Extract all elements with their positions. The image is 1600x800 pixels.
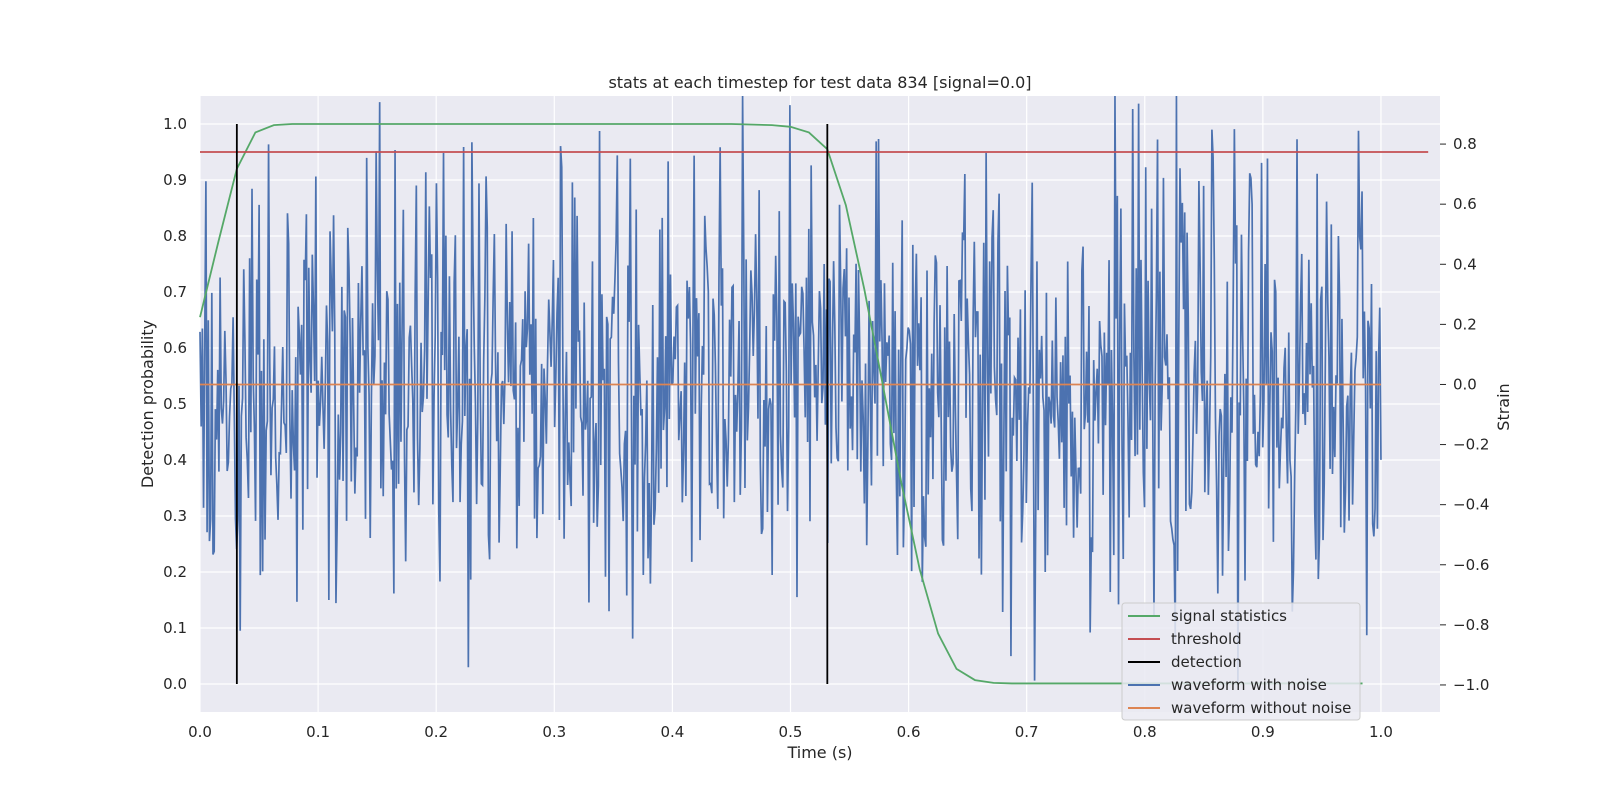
x-tick-label-10: 1.0 xyxy=(1369,723,1393,741)
series-waveform-with-noise xyxy=(199,95,1382,685)
right-y-tick-label-5: 0.0 xyxy=(1453,375,1477,393)
x-tick-label-5: 0.5 xyxy=(779,723,803,741)
y-tick-label-1: 0.1 xyxy=(163,619,187,637)
legend-label-clean: waveform without noise xyxy=(1171,699,1351,717)
legend: signal statistics threshold detection wa… xyxy=(1121,602,1361,721)
x-tick-label-3: 0.3 xyxy=(542,723,566,741)
x-tick-label-8: 0.8 xyxy=(1133,723,1157,741)
right-y-tick-label-3: −0.4 xyxy=(1453,496,1489,514)
right-y-tick-label-0: −1.0 xyxy=(1453,676,1489,694)
x-tick-label-1: 0.1 xyxy=(306,723,330,741)
y-tick-label-3: 0.3 xyxy=(163,507,187,525)
y-tick-label-10: 1.0 xyxy=(163,115,187,133)
series-layer xyxy=(199,95,1429,685)
right-y-tick-label-9: 0.8 xyxy=(1453,135,1477,153)
legend-box xyxy=(1121,602,1361,721)
x-axis-label: Time (s) xyxy=(786,743,852,762)
legend-label-detection: detection xyxy=(1171,653,1242,671)
y-tick-label-2: 0.2 xyxy=(163,563,187,581)
right-y-tick-label-4: −0.2 xyxy=(1453,436,1489,454)
right-y-axis-ticks: −1.0 −0.8 −0.6 −0.4 −0.2 0.0 0.2 0.4 0.6 0.8 xyxy=(1440,135,1489,694)
left-y-axis-ticks: 0.0 0.1 0.2 0.3 0.4 0.5 0.6 0.7 0.8 0.9 1.0 xyxy=(163,115,187,693)
right-y-axis-label: Strain xyxy=(1494,383,1513,430)
x-tick-label-0: 0.0 xyxy=(188,723,212,741)
x-axis-ticks: 0.0 0.1 0.2 0.3 0.4 0.5 0.6 0.7 0.8 0.9 1.0 xyxy=(188,723,1393,741)
legend-label-threshold: threshold xyxy=(1171,630,1242,648)
x-tick-label-9: 0.9 xyxy=(1251,723,1275,741)
right-y-tick-label-6: 0.2 xyxy=(1453,315,1477,333)
right-y-tick-label-1: −0.8 xyxy=(1453,616,1489,634)
x-tick-label-7: 0.7 xyxy=(1015,723,1039,741)
x-tick-label-6: 0.6 xyxy=(897,723,921,741)
y-tick-label-8: 0.8 xyxy=(163,227,187,245)
y-tick-label-5: 0.5 xyxy=(163,395,187,413)
y-tick-label-9: 0.9 xyxy=(163,171,187,189)
y-tick-label-4: 0.4 xyxy=(163,451,187,469)
x-tick-label-2: 0.2 xyxy=(424,723,448,741)
left-y-axis-label: Detection probability xyxy=(138,320,157,488)
legend-label-noise: waveform with noise xyxy=(1171,676,1327,694)
chart-title: stats at each timestep for test data 834… xyxy=(608,73,1031,92)
x-tick-label-4: 0.4 xyxy=(660,723,684,741)
y-tick-label-6: 0.6 xyxy=(163,339,187,357)
right-y-tick-label-2: −0.6 xyxy=(1453,556,1489,574)
right-y-tick-label-8: 0.6 xyxy=(1453,195,1477,213)
legend-label-signal: signal statistics xyxy=(1171,607,1287,625)
y-tick-label-7: 0.7 xyxy=(163,283,187,301)
right-y-tick-label-7: 0.4 xyxy=(1453,255,1477,273)
y-tick-label-0: 0.0 xyxy=(163,675,187,693)
